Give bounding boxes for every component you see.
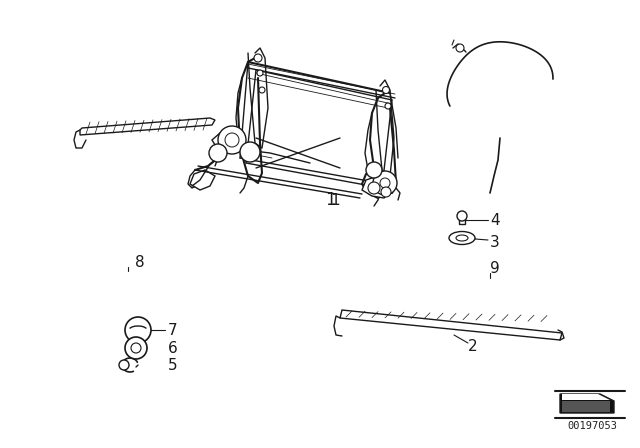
Text: 4: 4 [490,212,500,228]
Circle shape [381,187,391,197]
Circle shape [209,144,227,162]
Circle shape [366,162,382,178]
Text: 2: 2 [468,339,477,353]
Circle shape [456,44,464,52]
Text: 8: 8 [135,255,145,270]
Polygon shape [190,170,215,190]
Circle shape [383,86,390,94]
Circle shape [131,343,141,353]
Circle shape [218,126,246,154]
Ellipse shape [449,232,475,245]
Text: 9: 9 [490,261,500,276]
Circle shape [240,142,260,162]
Circle shape [119,360,129,370]
Polygon shape [80,118,215,135]
Polygon shape [562,401,610,412]
Circle shape [225,133,239,147]
Polygon shape [340,310,562,340]
Text: 1: 1 [330,193,340,207]
Circle shape [257,70,263,76]
Circle shape [125,337,147,359]
Circle shape [259,87,265,93]
Polygon shape [562,394,610,400]
Circle shape [368,182,380,194]
Text: 00197053: 00197053 [567,421,617,431]
Polygon shape [459,217,465,224]
Text: 6: 6 [168,340,178,356]
Circle shape [385,103,391,109]
Polygon shape [362,176,392,198]
Polygon shape [560,394,614,413]
Polygon shape [212,128,238,153]
Text: 3: 3 [490,234,500,250]
Circle shape [380,178,390,188]
Circle shape [457,211,467,221]
Text: 1: 1 [324,191,335,209]
Text: 7: 7 [168,323,178,337]
Ellipse shape [456,235,468,241]
Circle shape [373,171,397,195]
Text: 5: 5 [168,358,178,372]
Circle shape [254,54,262,62]
Circle shape [125,317,151,343]
